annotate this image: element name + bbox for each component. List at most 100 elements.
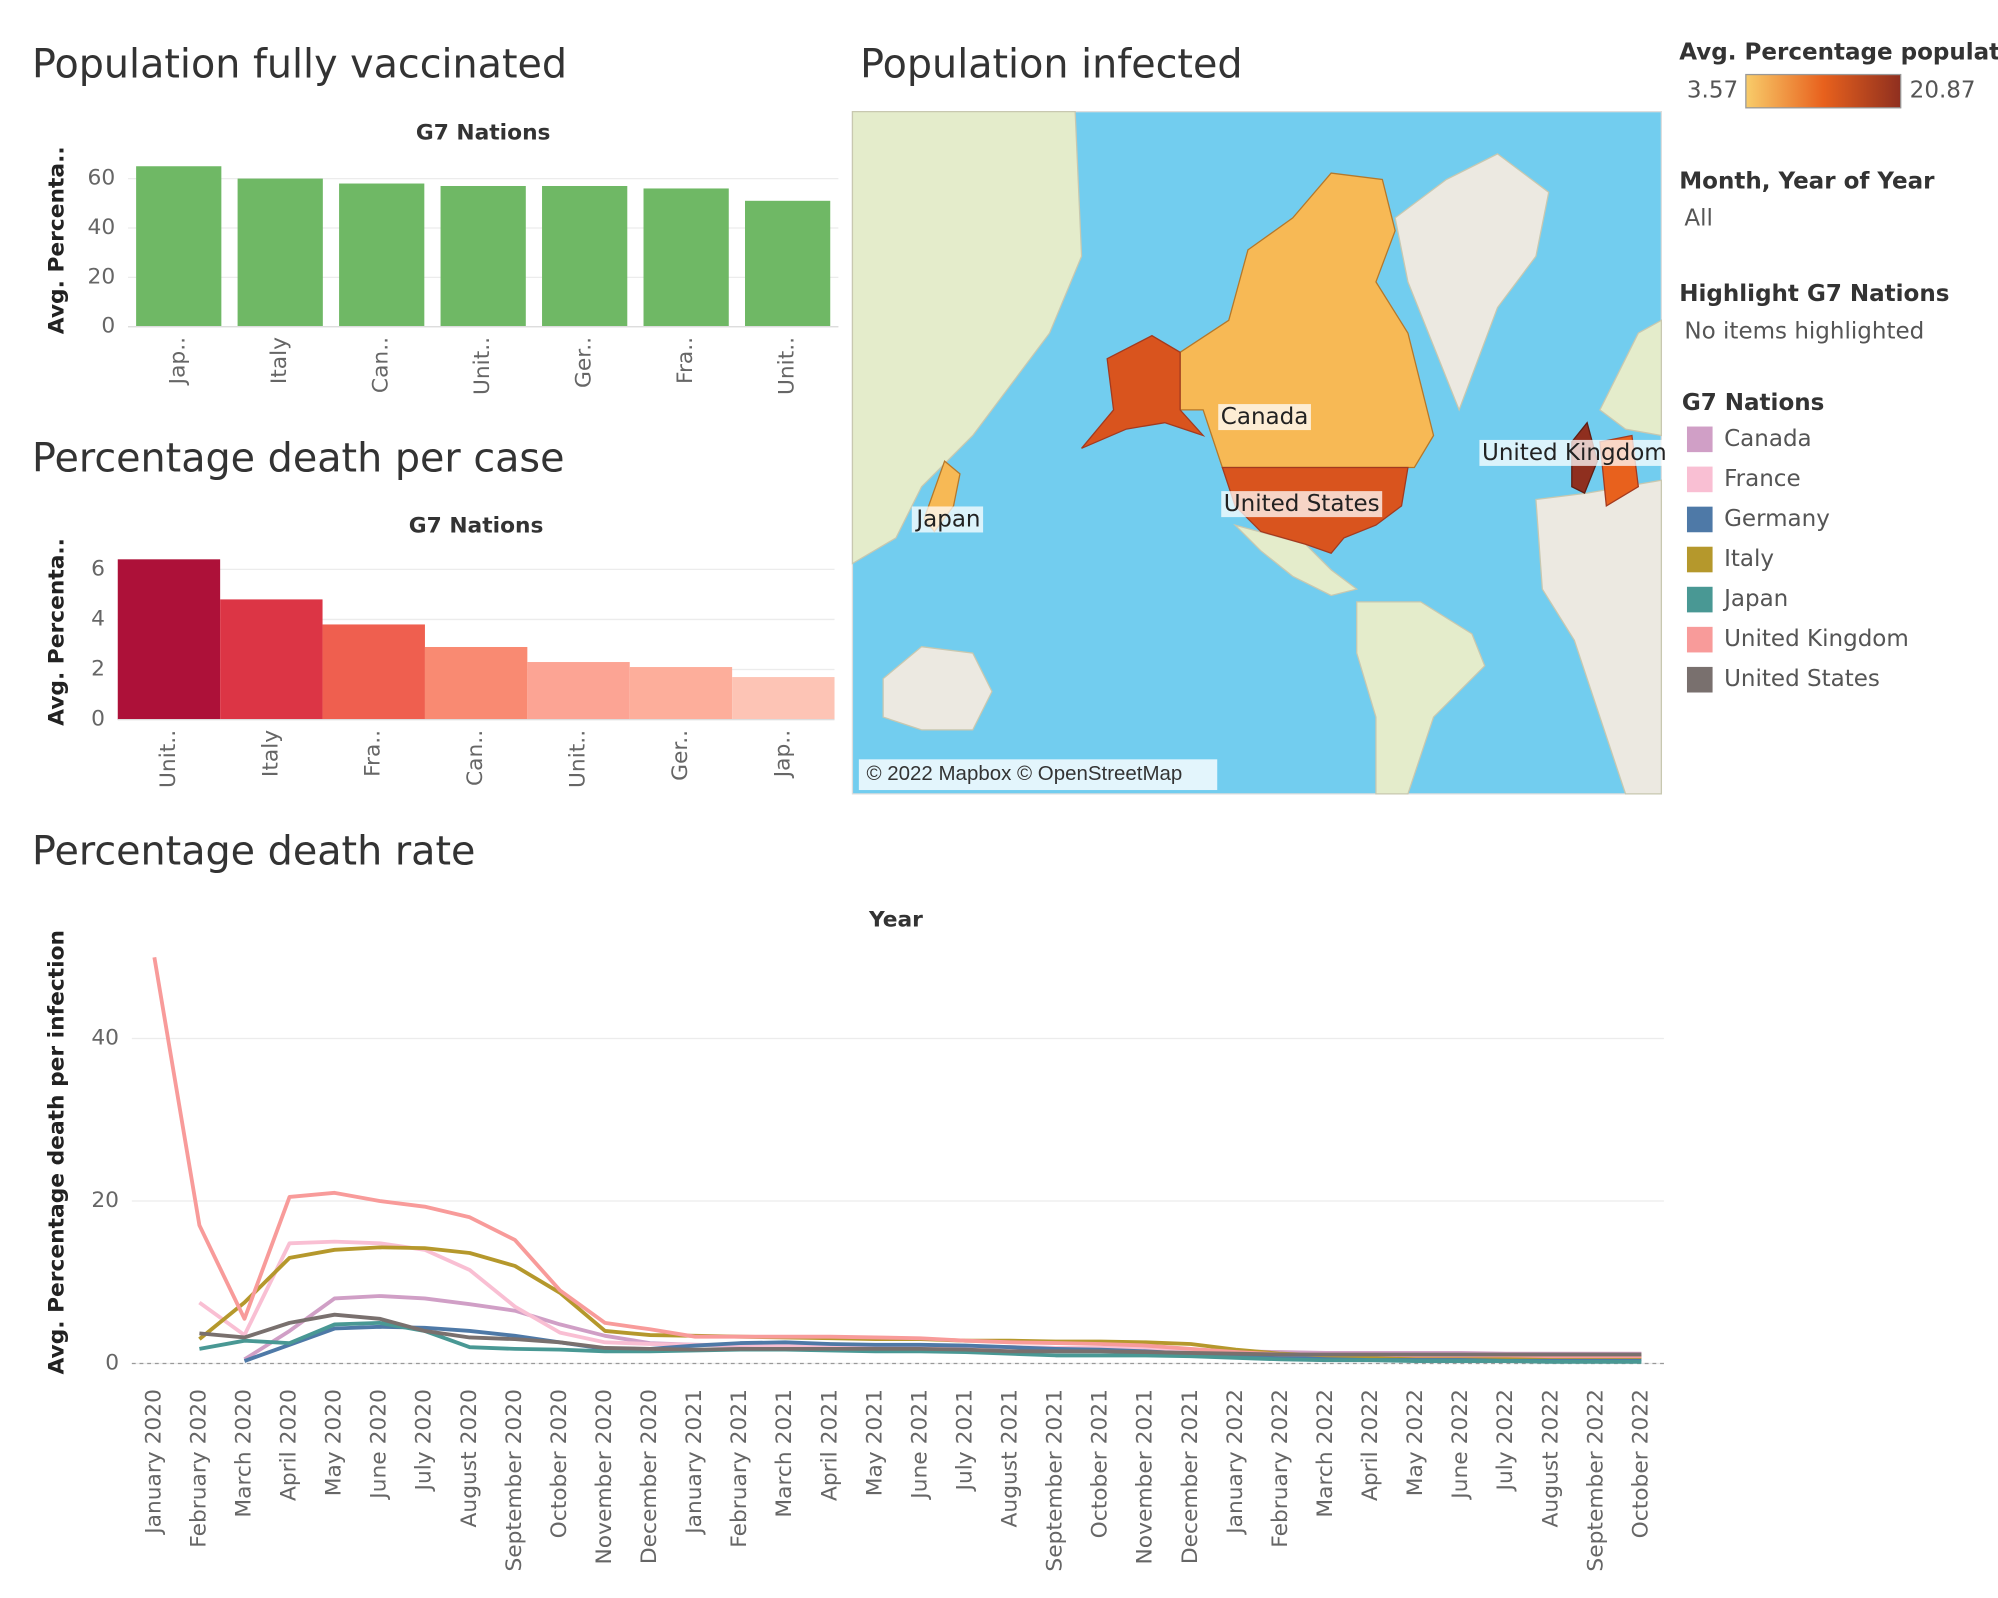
bar — [527, 662, 630, 720]
x-tick-label: May 2020 — [322, 1389, 347, 1496]
x-tick-label: July 2021 — [952, 1389, 977, 1492]
legend-label: Italy — [1724, 546, 1774, 572]
bar — [117, 559, 221, 720]
x-tick-label: July 2022 — [1493, 1389, 1518, 1492]
color-legend-ramp — [1745, 73, 1902, 109]
y-tick-label: 4 — [91, 606, 105, 631]
bar — [542, 185, 628, 327]
x-tick-label: April 2020 — [277, 1389, 302, 1501]
map-label: Canada — [1221, 404, 1309, 430]
x-tick-label: Italy — [267, 337, 292, 384]
x-tick-label: Italy — [258, 730, 283, 777]
y-tick-label: 0 — [91, 707, 105, 732]
x-tick-label: December 2020 — [637, 1389, 662, 1564]
chart-subtitle: Year — [868, 908, 923, 933]
map-label-bg — [1218, 404, 1311, 431]
x-tick-label: September 2022 — [1583, 1389, 1608, 1572]
legend-swatch — [1686, 546, 1713, 573]
land — [1232, 523, 1359, 597]
y-axis-label: Avg. Percentage death per infection — [45, 930, 70, 1375]
bar — [220, 599, 323, 720]
y-tick-label: 20 — [88, 264, 116, 289]
x-tick-label: November 2020 — [592, 1389, 617, 1564]
map-title: Population infected — [860, 41, 1242, 87]
legend-swatch — [1686, 466, 1713, 493]
attribution-bg — [858, 759, 1218, 791]
line-series — [243, 1324, 1642, 1363]
bar — [745, 200, 831, 327]
land — [1599, 319, 1663, 437]
x-tick-label: August 2021 — [998, 1389, 1023, 1527]
x-tick-label: Can.. — [463, 730, 488, 786]
land — [1394, 153, 1550, 412]
bar — [643, 188, 729, 327]
x-tick-label: Unit.. — [470, 337, 495, 395]
x-tick-label: Jap.. — [770, 730, 795, 779]
y-tick-label: 0 — [105, 1350, 119, 1375]
legend-swatch — [1686, 626, 1713, 653]
legend-swatch — [1686, 586, 1713, 613]
map-label: United States — [1224, 491, 1380, 517]
x-tick-label: March 2022 — [1313, 1389, 1338, 1518]
bar — [237, 178, 323, 327]
legend-title: G7 Nations — [1682, 390, 1824, 416]
bar — [424, 646, 528, 720]
filter-title: Highlight G7 Nations — [1679, 281, 1949, 307]
line-series — [199, 1312, 1642, 1357]
legend-label: Japan — [1722, 586, 1788, 612]
map-label: Japan — [914, 506, 980, 532]
map — [851, 111, 1663, 795]
y-tick-label: 20 — [91, 1188, 119, 1213]
y-tick-label: 40 — [91, 1026, 119, 1051]
x-tick-label: June 2022 — [1448, 1389, 1473, 1501]
y-axis-label: Avg. Percenta.. — [45, 146, 70, 334]
line-series — [199, 1320, 1642, 1364]
bar — [322, 624, 425, 720]
x-tick-label: April 2022 — [1358, 1389, 1383, 1501]
y-tick-label: 6 — [91, 556, 105, 581]
x-tick-label: February 2021 — [727, 1389, 752, 1548]
x-tick-label: July 2020 — [412, 1389, 437, 1492]
x-tick-label: December 2021 — [1178, 1389, 1203, 1564]
y-tick-label: 60 — [88, 166, 116, 191]
x-tick-label: January 2021 — [682, 1389, 707, 1536]
filter-value[interactable]: No items highlighted — [1684, 318, 1924, 344]
map-attribution: © 2022 Mapbox © OpenStreetMap — [867, 762, 1183, 785]
land — [851, 111, 1083, 565]
map-label-bg — [1221, 491, 1383, 518]
y-tick-label: 2 — [91, 657, 105, 682]
x-tick-label: Ger.. — [668, 730, 693, 781]
legend-swatch — [1686, 666, 1713, 693]
color-legend-max: 20.87 — [1910, 78, 1976, 104]
land — [1356, 601, 1486, 795]
x-tick-label: October 2021 — [1088, 1389, 1113, 1538]
x-tick-label: Jap.. — [166, 337, 191, 386]
x-tick-label: Unit.. — [566, 730, 591, 788]
x-tick-label: April 2021 — [817, 1389, 842, 1501]
x-tick-label: February 2022 — [1268, 1389, 1293, 1548]
x-tick-label: November 2021 — [1133, 1389, 1158, 1564]
x-tick-label: August 2020 — [457, 1389, 482, 1527]
x-tick-label: Ger.. — [572, 337, 597, 388]
x-tick-label: September 2020 — [502, 1389, 527, 1572]
bar — [136, 166, 222, 327]
map-label-bg — [1479, 439, 1670, 466]
color-legend-min: 3.57 — [1687, 78, 1738, 104]
bar — [440, 185, 526, 327]
bar — [339, 183, 425, 327]
x-tick-label: March 2020 — [231, 1389, 256, 1518]
y-tick-label: 40 — [88, 215, 116, 240]
x-tick-label: May 2021 — [862, 1389, 887, 1496]
map-label-bg — [911, 506, 984, 533]
y-axis-label: Avg. Percenta.. — [45, 538, 70, 726]
filter-value[interactable]: All — [1684, 206, 1713, 232]
country-canada — [1179, 172, 1435, 469]
legend-label: Canada — [1724, 426, 1812, 452]
x-tick-label: January 2020 — [141, 1389, 166, 1536]
legend-label: United States — [1724, 666, 1880, 692]
filter-title: Month, Year of Year — [1679, 169, 1935, 195]
chart-title: Percentage death rate — [32, 829, 475, 875]
chart-title: Percentage death per case — [32, 436, 565, 482]
x-tick-label: Fra.. — [361, 730, 386, 777]
x-tick-label: Unit.. — [156, 730, 181, 788]
